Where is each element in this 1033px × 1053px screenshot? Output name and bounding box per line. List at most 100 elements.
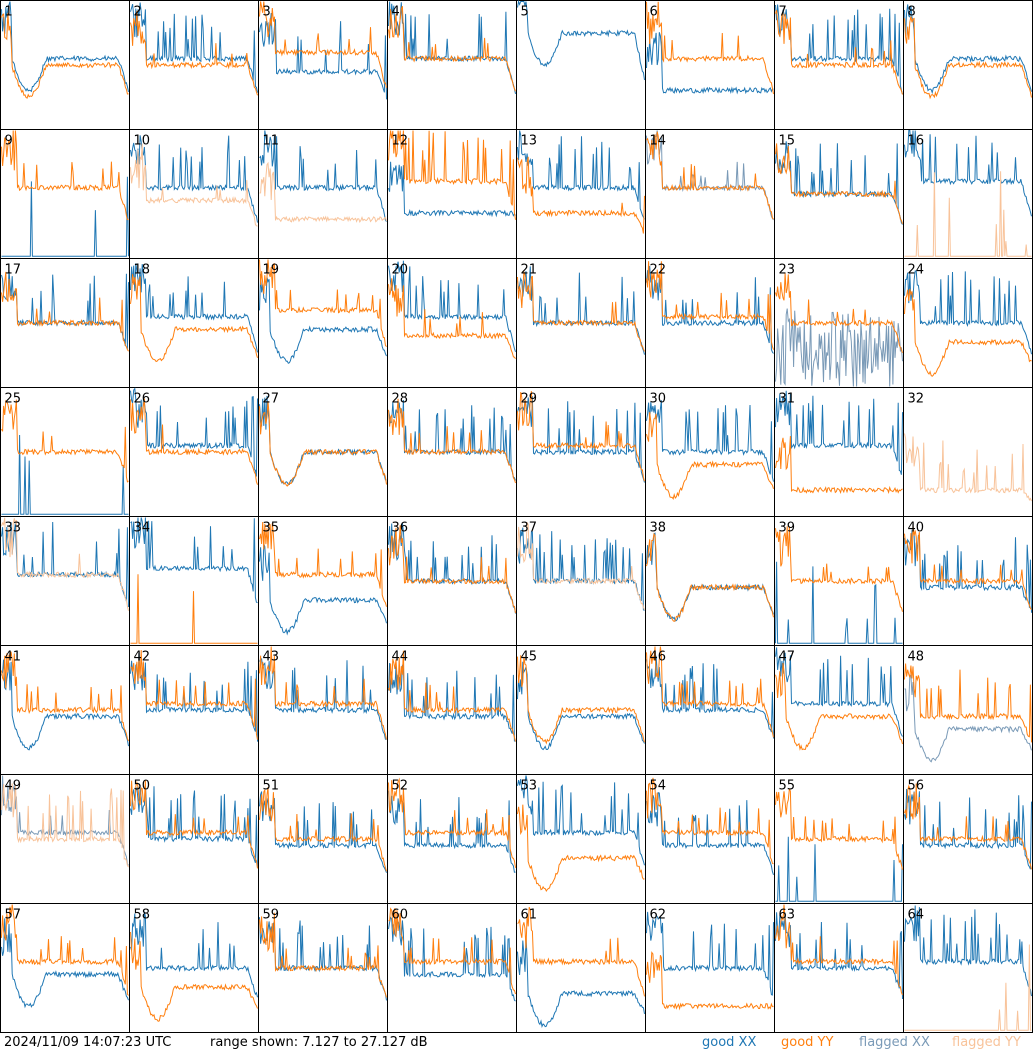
- panel-label: 49: [5, 779, 22, 794]
- panel-frame: [645, 774, 775, 904]
- series-yy-good: [130, 398, 258, 485]
- series-xx-good: [130, 911, 258, 998]
- panel-58: 58: [129, 903, 259, 1033]
- legend-flagged-xx: flagged XX: [859, 1035, 930, 1050]
- series-yy-good: [1, 130, 129, 221]
- series-yy-good: [904, 663, 1032, 743]
- panel-label: 29: [521, 392, 538, 407]
- series-yy-good: [388, 777, 516, 868]
- series-xx-good: [775, 912, 903, 1000]
- series-yy-good: [259, 912, 387, 998]
- series-xx-good: [130, 387, 258, 477]
- series-xx-good: [1, 1, 129, 93]
- panel-18: 18: [129, 258, 259, 388]
- panel-label: 20: [392, 263, 409, 278]
- series-yy-good: [775, 435, 903, 495]
- panel-label: 38: [650, 521, 667, 536]
- series-yy-good: [388, 130, 516, 220]
- panel-label: 58: [134, 908, 151, 923]
- series-xx-good: [1, 918, 129, 1009]
- series-yy-good: [646, 646, 774, 738]
- panel-label: 41: [5, 650, 22, 665]
- series-yy-flagged: [904, 171, 1032, 257]
- panel-32: 32: [903, 387, 1033, 517]
- panel-55: 55: [774, 774, 904, 904]
- series-xx-good: [259, 917, 387, 1001]
- series-yy-good: [259, 1, 387, 88]
- panel-frame: [258, 516, 388, 646]
- series-yy-good: [130, 274, 258, 363]
- series-yy-good: [517, 156, 645, 234]
- panel-16: 16: [903, 129, 1033, 259]
- series-yy-good: [388, 398, 516, 484]
- panel-label: 42: [134, 650, 151, 665]
- series-yy-good: [259, 259, 387, 347]
- series-yy-good: [130, 780, 258, 869]
- panel-label: 3: [263, 5, 271, 20]
- panel-3: 3: [258, 0, 388, 130]
- panel-frame: [645, 0, 775, 130]
- series-yy-good: [517, 391, 645, 482]
- series-yy-good: [775, 526, 903, 612]
- panel-label: 39: [779, 521, 796, 536]
- panel-label: 59: [263, 908, 280, 923]
- panel-35: 35: [258, 516, 388, 646]
- panel-46: 46: [645, 645, 775, 775]
- panel-42: 42: [129, 645, 259, 775]
- series-yy-good: [1, 271, 129, 352]
- panel-frame: [645, 516, 775, 646]
- panel-10: 10: [129, 129, 259, 259]
- panel-61: 61: [516, 903, 646, 1033]
- panel-47: 47: [774, 645, 904, 775]
- series-xx-good: [517, 661, 645, 751]
- series-xx-good: [130, 650, 258, 742]
- panel-frame: [903, 903, 1033, 1033]
- panel-frame: [645, 129, 775, 259]
- series-xx-good: [1, 176, 129, 257]
- panel-label: 55: [779, 779, 796, 794]
- footer-bar: 2024/11/09 14:07:23 UTC range shown: 7.1…: [0, 1033, 1033, 1053]
- panel-label: 61: [521, 908, 538, 923]
- series-xx-good: [517, 266, 645, 355]
- series-yy-good: [904, 16, 1032, 100]
- series-yy-good: [1, 12, 129, 99]
- panel-label: 56: [908, 779, 925, 794]
- series-yy-good: [130, 650, 258, 740]
- panel-label: 36: [392, 521, 409, 536]
- series-xx-good: [130, 2, 258, 93]
- panel-11: 11: [258, 129, 388, 259]
- panel-4: 4: [387, 0, 517, 130]
- range-shown: range shown: 7.127 to 27.127 dB: [210, 1035, 428, 1050]
- panel-33: 33: [0, 516, 130, 646]
- panel-31: 31: [774, 387, 904, 517]
- panel-label: 23: [779, 263, 796, 278]
- panel-label: 48: [908, 650, 925, 665]
- series-xx-good: [388, 662, 516, 742]
- series-yy-good: [904, 288, 1032, 377]
- series-xx-good: [646, 265, 774, 354]
- panel-label: 63: [779, 908, 796, 923]
- series-xx-good: [259, 130, 387, 222]
- panel-label: 12: [392, 134, 409, 149]
- panel-label: 16: [908, 134, 925, 149]
- panel-59: 59: [258, 903, 388, 1033]
- panel-label: 5: [521, 5, 529, 20]
- series-xx-good: [904, 905, 1032, 997]
- panel-36: 36: [387, 516, 517, 646]
- series-yy-good: [517, 906, 645, 997]
- panel-label: 35: [263, 521, 280, 536]
- panel-label: 7: [779, 5, 787, 20]
- panel-label: 44: [392, 650, 409, 665]
- panel-label: 54: [650, 779, 667, 794]
- panel-label: 34: [134, 521, 151, 536]
- panel-frame: [258, 387, 388, 517]
- panel-45: 45: [516, 645, 646, 775]
- panel-57: 57: [0, 903, 130, 1033]
- panel-17: 17: [0, 258, 130, 388]
- series-yy-good: [517, 655, 645, 745]
- series-xx-good: [904, 4, 1032, 95]
- series-yy-flagged: [517, 522, 645, 611]
- panel-38: 38: [645, 516, 775, 646]
- series-yy-good: [775, 143, 903, 224]
